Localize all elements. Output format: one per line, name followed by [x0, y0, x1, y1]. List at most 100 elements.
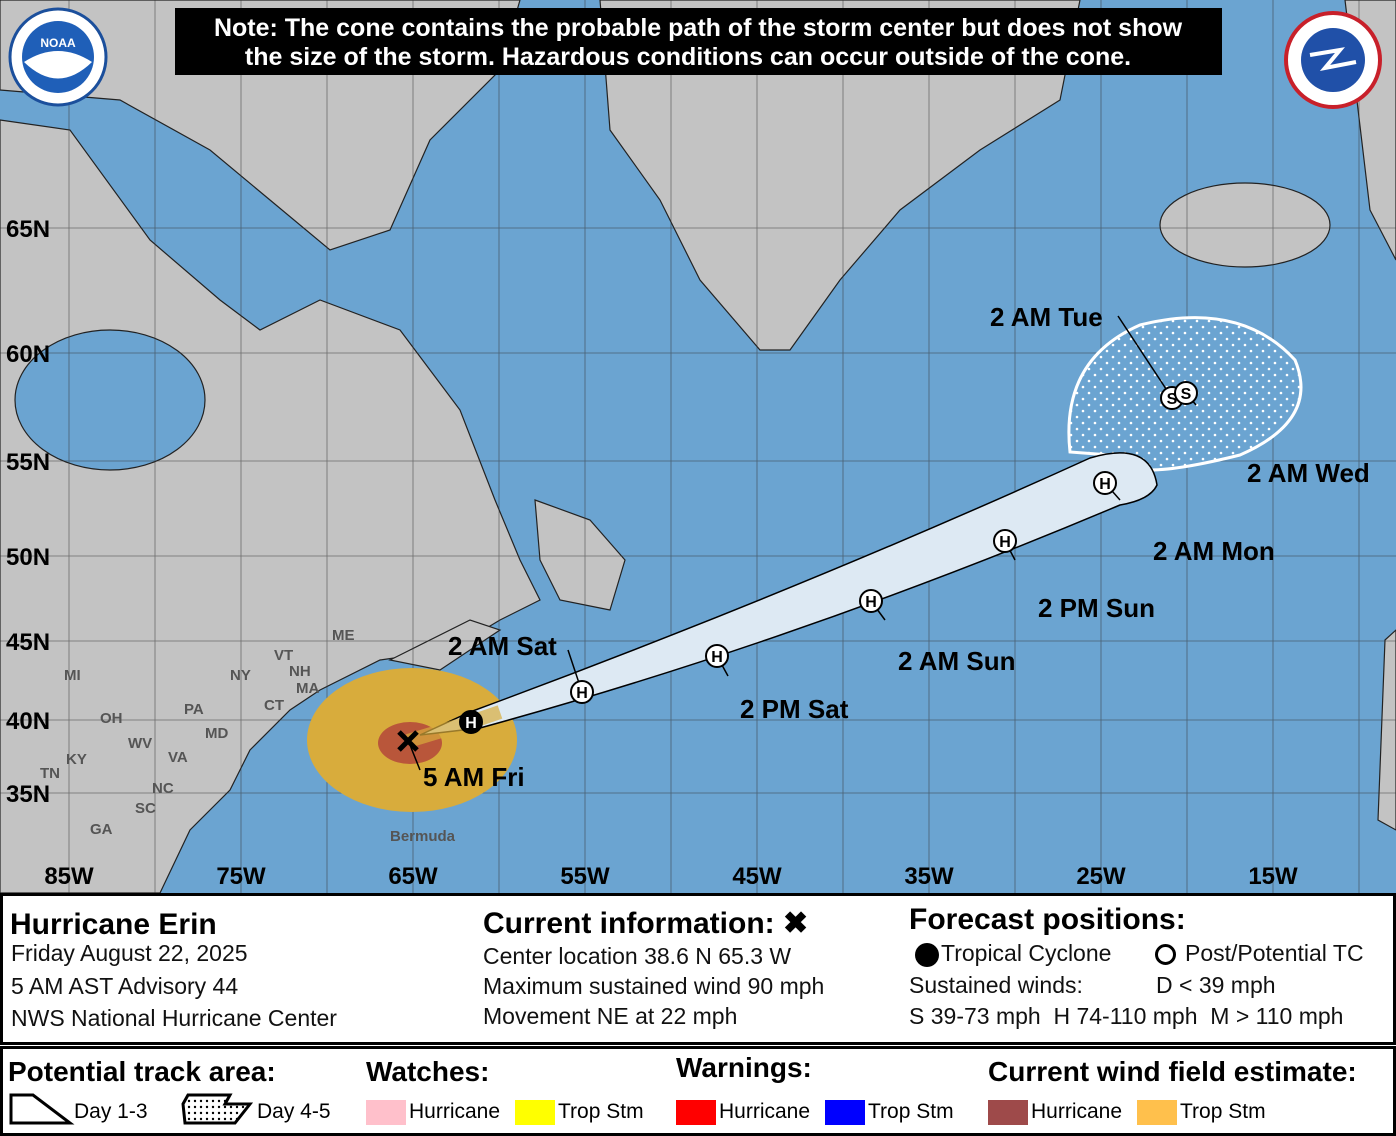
- track-area-title: Potential track area:: [8, 1056, 276, 1087]
- forecast-time-label: 2 PM Sun: [1038, 593, 1155, 623]
- land: [0, 0, 1396, 894]
- longitude-label: 65W: [388, 863, 438, 890]
- latitude-label: 50N: [6, 544, 50, 571]
- nws-logo: [1284, 11, 1382, 109]
- day-1-3-cone-icon: [9, 1093, 75, 1125]
- forecast-point-h-icon: H: [859, 589, 883, 613]
- storm-info-panel: Hurricane Erin Friday August 22, 2025 5 …: [0, 893, 1396, 1045]
- hurricane-watch-swatch: [366, 1100, 406, 1125]
- forecast-time-label: 2 AM Sat: [448, 631, 557, 661]
- depression-winds: D < 39 mph: [1156, 972, 1276, 998]
- longitude-label: 75W: [216, 863, 266, 890]
- latitude-label: 60N: [6, 341, 50, 368]
- day-4-5-label: Day 4-5: [257, 1100, 331, 1123]
- forecast-point-symbol: H: [711, 649, 723, 666]
- hurricane-watch-label: Hurricane: [409, 1100, 501, 1123]
- longitude-label: 25W: [1076, 863, 1126, 890]
- forecast-time-label: 2 AM Sun: [898, 646, 1015, 676]
- state-label: MD: [205, 725, 228, 742]
- storm-map: ME VT NH NY MA CT MI PA OH MD WV VA KY N…: [0, 0, 1396, 894]
- ts-watch-label: Trop Stm: [558, 1100, 644, 1123]
- open-circle-icon: [1155, 944, 1176, 965]
- hudson-bay: [14, 329, 206, 471]
- forecast-title: Forecast positions:: [909, 903, 1186, 936]
- wind-categories: S 39-73 mph H 74-110 mph M > 110 mph: [909, 1003, 1344, 1029]
- state-label: VT: [274, 647, 293, 664]
- iceland: [1159, 182, 1331, 268]
- advisory-date: Friday August 22, 2025: [11, 940, 248, 966]
- center-location: Center location 38.6 N 65.3 W: [483, 943, 792, 969]
- bermuda-label: Bermuda: [390, 828, 456, 845]
- latitude-label: 35N: [6, 781, 50, 808]
- north-america: [0, 119, 541, 894]
- longitude-labels: 85W 75W 65W 55W 45W 35W 25W 15W: [44, 863, 1298, 890]
- state-label: SC: [135, 800, 156, 817]
- latitude-labels: 65N 60N 55N 50N 45N 40N 35N: [6, 216, 50, 808]
- latitude-label: 40N: [6, 708, 50, 735]
- state-label: ME: [332, 627, 355, 644]
- watches-title: Watches:: [366, 1056, 490, 1087]
- current-position: 5 AM Fri: [397, 730, 525, 792]
- forecast-point-symbol: H: [465, 715, 477, 732]
- forecast-point-symbol: S: [1181, 386, 1192, 403]
- note-banner: [175, 8, 1222, 75]
- svg-text:NOAA: NOAA: [40, 36, 76, 50]
- newfoundland: [534, 499, 626, 611]
- state-label: MI: [64, 667, 81, 684]
- wind-field-title: Current wind field estimate:: [988, 1056, 1357, 1087]
- tropical-cyclone-label: Tropical Cyclone: [941, 940, 1112, 966]
- hurricane-warning-label: Hurricane: [719, 1100, 811, 1123]
- forecast-time-label: 2 AM Tue: [990, 302, 1103, 332]
- state-label: WV: [128, 735, 152, 752]
- state-label: NH: [289, 663, 311, 680]
- x-icon: [397, 730, 419, 752]
- sustained-winds-label: Sustained winds:: [909, 972, 1083, 998]
- ts-wind-swatch: [1137, 1100, 1177, 1125]
- latitude-label: 55N: [6, 449, 50, 476]
- current-info-title: Current information: ✖: [483, 907, 809, 940]
- note-line-1: Note: The cone contains the probable pat…: [214, 14, 1183, 42]
- warnings-title: Warnings:: [676, 1052, 812, 1083]
- forecast-point-h-icon: H: [993, 529, 1017, 553]
- forecast-point-h-icon: H: [705, 644, 729, 668]
- hurricane-warning-swatch: [676, 1100, 716, 1125]
- state-label: CT: [264, 697, 284, 714]
- state-label: GA: [90, 821, 113, 838]
- state-label: NY: [230, 667, 251, 684]
- issuing-center: NWS National Hurricane Center: [11, 1005, 337, 1031]
- forecast-point-s-icon: S: [1174, 381, 1198, 405]
- advisory-number: 5 AM AST Advisory 44: [11, 973, 239, 999]
- state-label: MA: [296, 680, 319, 697]
- post-tc-label: Post/Potential TC: [1185, 940, 1364, 966]
- ts-watch-swatch: [515, 1100, 555, 1125]
- longitude-label: 45W: [732, 863, 782, 890]
- state-label: TN: [40, 765, 60, 782]
- filled-circle-icon: [915, 943, 939, 967]
- forecast-point-symbol: H: [576, 685, 588, 702]
- forecast-point-h-icon: H: [1093, 471, 1117, 495]
- longitude-label: 55W: [560, 863, 610, 890]
- forecast-point-symbol: S: [1167, 391, 1178, 408]
- forecast-time-label: 2 PM Sat: [740, 694, 849, 724]
- forecast-point-symbol: H: [999, 534, 1011, 551]
- state-label: KY: [66, 751, 87, 768]
- forecast-point-h-icon: H: [570, 680, 594, 704]
- state-label: PA: [184, 701, 204, 718]
- movement: Movement NE at 22 mph: [483, 1003, 738, 1029]
- state-label: NC: [152, 780, 174, 797]
- hurricane-wind-label: Hurricane: [1031, 1100, 1123, 1123]
- state-labels: ME VT NH NY MA CT MI PA OH MD WV VA KY N…: [40, 627, 456, 845]
- longitude-label: 35W: [904, 863, 954, 890]
- ts-wind-label: Trop Stm: [1180, 1100, 1266, 1123]
- europe-west: [1377, 629, 1396, 831]
- noaa-logo: NOAA: [8, 7, 108, 107]
- forecast-point-h-icon: H: [459, 710, 483, 734]
- note-line-2: the size of the storm. Hazardous conditi…: [245, 43, 1131, 71]
- cone-day-1-3: [419, 452, 1158, 736]
- latitude-label: 65N: [6, 216, 50, 243]
- ts-warning-label: Trop Stm: [868, 1100, 954, 1123]
- max-wind: Maximum sustained wind 90 mph: [483, 973, 825, 999]
- current-time-label: 5 AM Fri: [423, 762, 525, 792]
- day-4-5-cone-icon: [181, 1093, 254, 1125]
- greenland: [599, 0, 1081, 351]
